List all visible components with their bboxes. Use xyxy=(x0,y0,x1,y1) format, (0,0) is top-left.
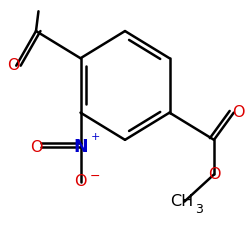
Text: O: O xyxy=(30,140,42,155)
Text: CH: CH xyxy=(170,194,194,209)
Text: O: O xyxy=(8,58,20,73)
Text: O: O xyxy=(232,105,245,120)
Text: +: + xyxy=(91,132,100,142)
Text: −: − xyxy=(90,170,101,183)
Text: O: O xyxy=(208,167,220,182)
Text: 3: 3 xyxy=(195,202,203,215)
Text: N: N xyxy=(73,138,88,156)
Text: O: O xyxy=(74,174,87,189)
